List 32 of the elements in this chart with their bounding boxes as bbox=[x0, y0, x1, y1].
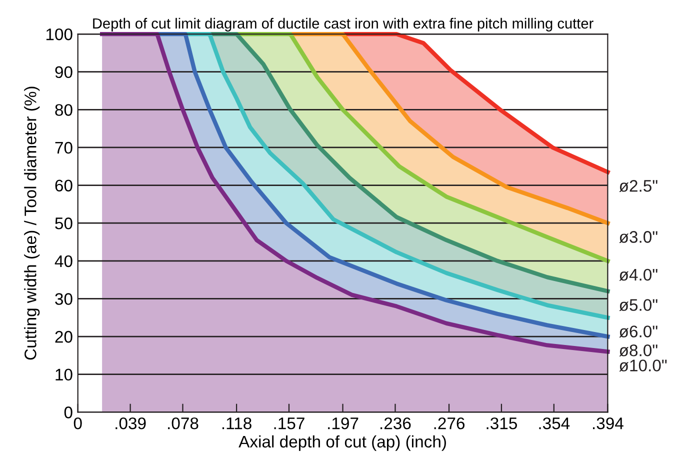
series-label: ø10.0" bbox=[619, 360, 667, 372]
x-axis-title: Axial depth of cut (ap) (inch) bbox=[238, 435, 446, 451]
y-tick-label: 50 bbox=[55, 218, 72, 230]
x-tick-label: .078 bbox=[168, 417, 198, 430]
y-tick-label: 20 bbox=[55, 330, 72, 343]
y-tick-label: 90 bbox=[55, 66, 72, 78]
series-label: ø3.0" bbox=[619, 231, 658, 243]
x-tick-label: .315 bbox=[486, 417, 517, 430]
series-label: ø4.0" bbox=[619, 268, 658, 281]
x-tick-label: .276 bbox=[434, 417, 465, 430]
x-tick-label: .354 bbox=[539, 417, 570, 430]
y-tick-label: 70 bbox=[55, 142, 72, 154]
y-tick-label: 30 bbox=[55, 293, 72, 305]
series-label: ø5.0" bbox=[619, 299, 658, 312]
x-tick-label: .394 bbox=[593, 417, 624, 430]
series-label: ø8.0" bbox=[619, 344, 658, 356]
x-tick-label: .197 bbox=[328, 417, 358, 430]
x-tick-label: .118 bbox=[222, 417, 252, 430]
x-tick-label: .236 bbox=[380, 417, 411, 430]
series-label: ø6.0" bbox=[619, 326, 658, 338]
y-tick-label: 0 bbox=[64, 406, 72, 418]
x-tick-label: .039 bbox=[116, 417, 146, 430]
y-tick-label: 10 bbox=[56, 368, 72, 381]
x-tick-label: 0 bbox=[74, 417, 82, 430]
y-tick-label: 80 bbox=[55, 104, 72, 116]
chart-title: Depth of cut limit diagram of ductile cast iron with extra fine pitch milling cutter bbox=[93, 18, 594, 32]
x-tick-label: .157 bbox=[274, 418, 304, 430]
series-label: ø2.5" bbox=[619, 180, 658, 192]
y-tick-label: 100 bbox=[46, 28, 72, 40]
y-axis-title: Cutting width (ae) / Tool diameter (%) bbox=[24, 86, 40, 360]
y-tick-label: 40 bbox=[54, 255, 72, 268]
y-tick-label: 60 bbox=[55, 180, 72, 192]
